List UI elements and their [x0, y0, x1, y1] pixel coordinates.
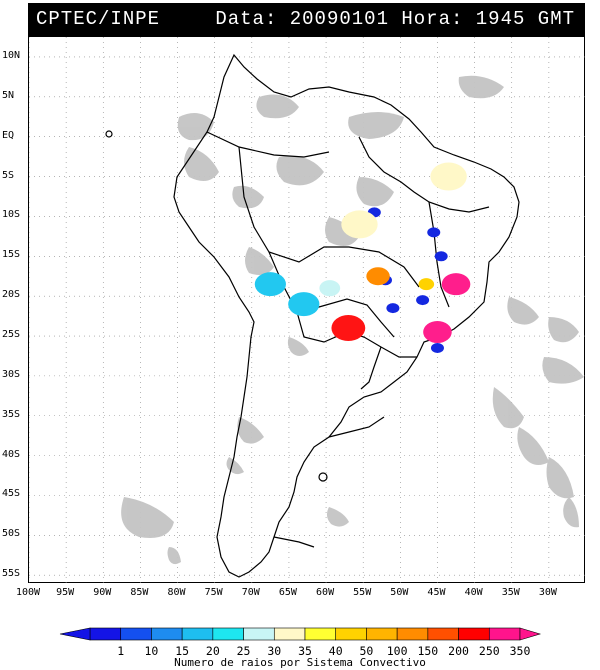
legend-tick-label: 150: [417, 644, 439, 658]
longitude-tick-label: 50W: [390, 587, 409, 598]
legend-color-swatch: [212, 627, 244, 641]
longitude-tick-label: 30W: [538, 587, 557, 598]
latitude-tick-label: 25S: [2, 329, 21, 341]
latitude-tick-label: EQ: [2, 129, 15, 141]
longitude-tick-label: 95W: [56, 587, 75, 598]
convective-system-marker: [416, 295, 430, 306]
legend-tick-label: 10: [144, 644, 159, 658]
convective-system-marker: [341, 210, 378, 239]
legend-tick-label: 100: [386, 644, 408, 658]
datetime-title: Data: 20090101 Hora: 1945 GMT: [215, 8, 575, 30]
legend-tick-label: 35: [298, 644, 312, 658]
latitude-tick-label: 5S: [2, 169, 15, 181]
map-frame: [28, 36, 586, 584]
latitude-tick-label: 30S: [2, 368, 21, 380]
convective-system-marker: [430, 342, 444, 353]
legend-color-swatch: [304, 627, 337, 641]
convective-system-marker: [441, 273, 471, 296]
legend-color-swatch: [243, 627, 275, 641]
legend-tick-label: 40: [328, 644, 343, 658]
legend-left-arrow: [59, 627, 91, 641]
convective-system-marker: [331, 315, 366, 342]
legend-tick-label: 350: [509, 644, 531, 658]
legend-color-swatch: [151, 627, 183, 641]
latitude-tick-label: 10N: [2, 49, 21, 61]
legend-color-swatch: [366, 627, 398, 641]
longitude-tick-label: 55W: [353, 587, 372, 598]
longitude-tick-label: 85W: [130, 587, 149, 598]
map-canvas: [29, 37, 586, 584]
longitude-tick-label: 40W: [464, 587, 483, 598]
coastline-borders: [105, 53, 520, 578]
latitude-tick-label: 10S: [2, 209, 21, 221]
legend-tick-label: 200: [448, 644, 469, 658]
legend-color-swatch: [458, 627, 490, 641]
longitude-tick-label: 65W: [278, 587, 297, 598]
legend-right-arrow: [519, 627, 542, 641]
legend-color-swatch: [120, 627, 152, 641]
latitude-tick-label: 35S: [2, 408, 21, 420]
latitude-tick-label: 55S: [2, 568, 21, 580]
latitude-tick-label: 5N: [2, 89, 15, 101]
convective-system-marker: [427, 227, 441, 238]
convective-system-marker: [430, 162, 467, 191]
convective-system-marker: [288, 292, 320, 317]
legend-caption: Numero de raios por Sistema Convectivo: [174, 656, 426, 669]
latitude-tick-label: 20S: [2, 289, 21, 301]
convective-system-marker: [423, 321, 452, 344]
source-title: CPTEC/INPE: [36, 8, 161, 30]
legend-tick-label: 50: [359, 644, 374, 658]
convective-system-marker: [319, 280, 341, 297]
longitude-tick-label: 80W: [167, 587, 186, 598]
map-header: CPTEC/INPE Data: 20090101 Hora: 1945 GMT: [28, 3, 585, 36]
legend-tick-label: 250: [478, 644, 500, 658]
legend-color-swatch: [427, 627, 459, 641]
legend-tick-label: 20: [205, 644, 220, 658]
longitude-tick-label: 100W: [15, 587, 41, 598]
longitude-tick-label: 45W: [427, 587, 446, 598]
legend-color-swatch: [488, 627, 521, 641]
longitude-tick-label: 75W: [204, 587, 223, 598]
legend-tick-label: 15: [175, 644, 190, 658]
legend-color-swatch: [181, 627, 214, 641]
legend-color-swatch: [273, 627, 306, 641]
convective-system-marker: [434, 251, 448, 262]
latitude-tick-label: 45S: [2, 488, 21, 500]
longitude-tick-label: 70W: [241, 587, 260, 598]
longitude-tick-label: 35W: [501, 587, 520, 598]
longitude-tick-label: 90W: [93, 587, 112, 598]
legend-color-swatch: [335, 627, 367, 641]
convective-system-marker: [418, 278, 435, 291]
latitude-tick-label: 50S: [2, 528, 21, 540]
legend-tick-label: 25: [236, 644, 251, 658]
cloud-cover-layer: [121, 75, 584, 565]
convective-system-marker: [366, 267, 390, 286]
convective-systems-layer: [254, 162, 471, 353]
legend-colorbar: [59, 627, 542, 641]
legend-color-swatch: [89, 627, 122, 641]
graticule: [29, 37, 586, 584]
legend-tick-label: 30: [267, 644, 282, 658]
legend-color-swatch: [396, 627, 429, 641]
convective-system-marker: [254, 272, 286, 297]
longitude-tick-label: 60W: [316, 587, 335, 598]
convective-system-marker: [386, 303, 400, 314]
legend-tick-label: 1: [117, 644, 125, 658]
latitude-tick-label: 40S: [2, 448, 21, 460]
latitude-tick-label: 15S: [2, 249, 21, 261]
